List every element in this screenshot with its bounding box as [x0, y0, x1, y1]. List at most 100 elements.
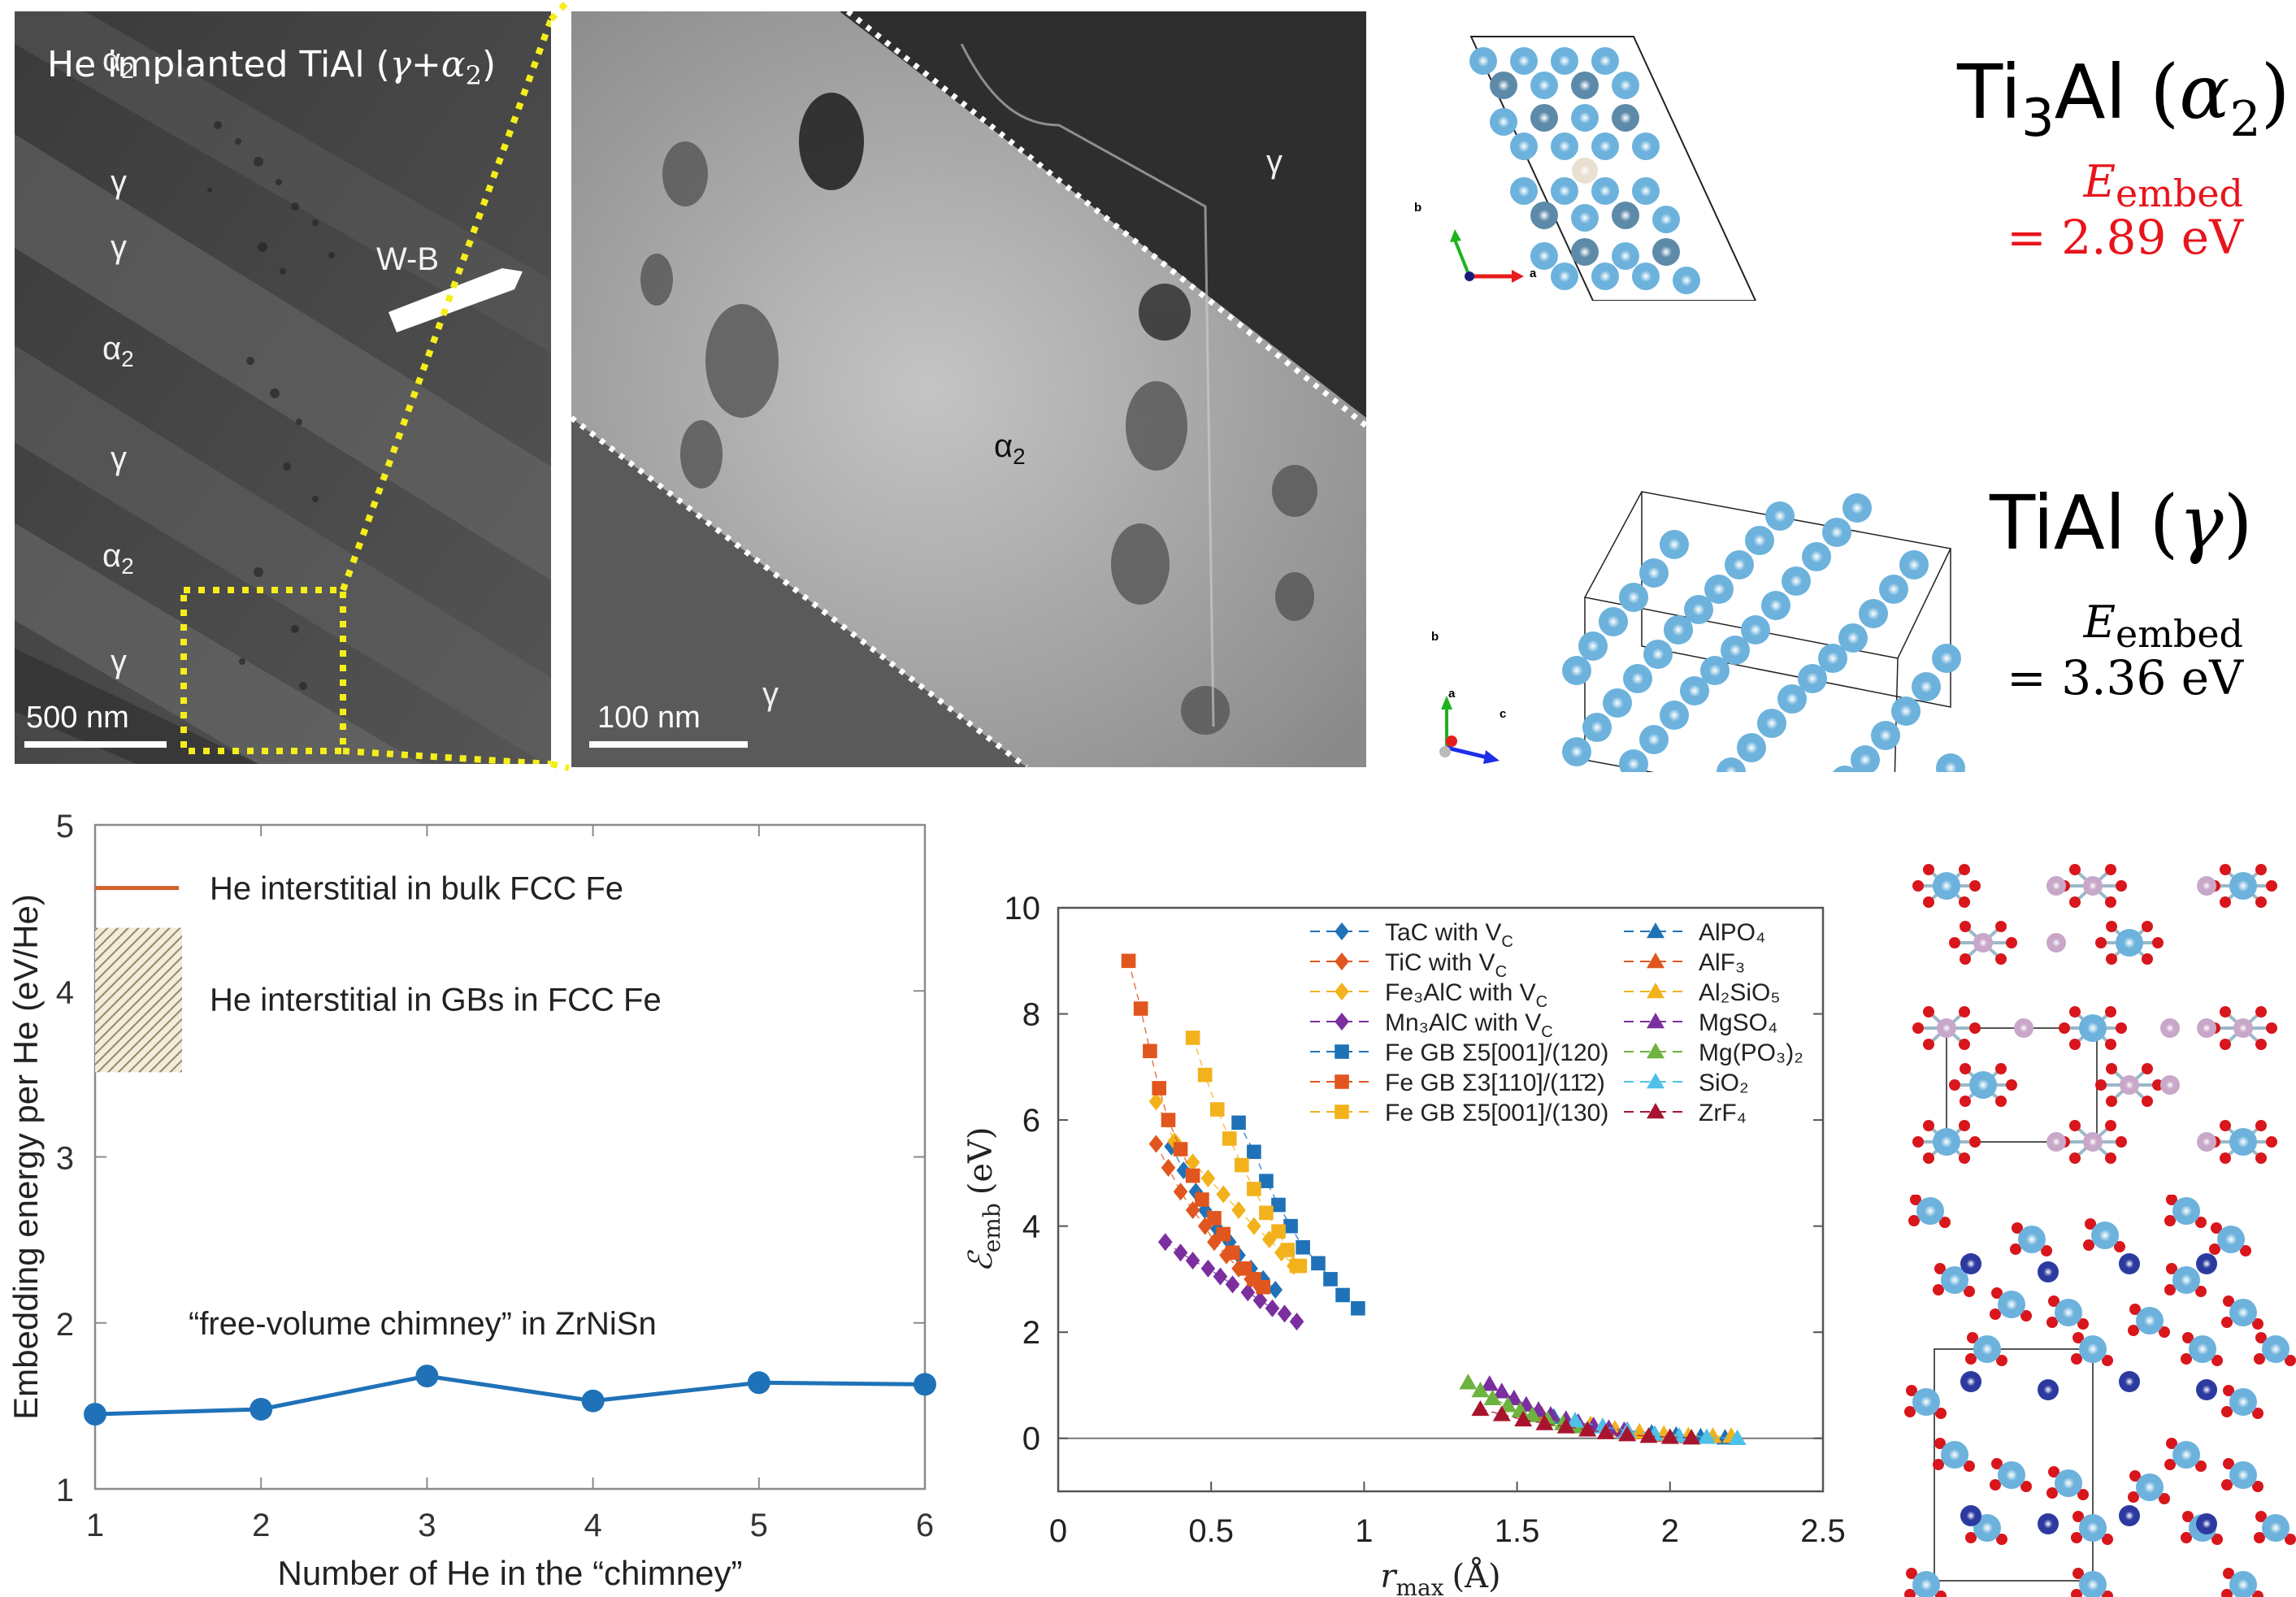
legend-label: AlF₃	[1699, 949, 1745, 976]
al-atom	[1912, 1388, 1940, 1416]
o-atom	[2159, 1493, 2170, 1504]
data-point-square	[1271, 1224, 1286, 1239]
data-point-diamond	[1335, 953, 1349, 970]
ti-atom	[1757, 709, 1786, 738]
o-atom	[2254, 1353, 2265, 1365]
p-atom	[2120, 1075, 2139, 1095]
o-atom	[1964, 1460, 1975, 1472]
legend-item: Fe₃AlC with VC	[1310, 979, 1547, 1011]
o-atom	[1949, 1079, 1960, 1091]
p-atom	[2197, 876, 2216, 896]
o-atom	[2059, 1022, 2070, 1034]
zoom-region-box	[180, 587, 346, 754]
legend-item: Fe GB Σ5[001]/(130)	[1310, 1100, 1608, 1126]
legend-label-main: MgSO₄	[1699, 1009, 1777, 1036]
data-point-triangle	[1578, 1421, 1597, 1437]
legend-item: AlPO₄	[1624, 919, 1765, 946]
legend-label: Mg(PO₃)₂	[1699, 1039, 1803, 1066]
o-atom	[2182, 1332, 2194, 1343]
data-point-square	[1235, 1157, 1249, 1173]
data-point-triangle	[1499, 1396, 1517, 1413]
phase-label-gamma: γ	[111, 440, 127, 476]
legend-label: Al₂SiO₅	[1699, 979, 1780, 1006]
y-tick-label: 8	[1022, 997, 1040, 1033]
o-atom	[2071, 1353, 2082, 1365]
o-atom	[1904, 1589, 1916, 1597]
data-point-triangle	[1483, 1389, 1502, 1406]
phase-label-alpha2: α2	[102, 42, 134, 83]
data-point-triangle	[1647, 1103, 1664, 1119]
tial-crystal-structure	[1439, 491, 1965, 772]
o-atom	[1965, 1353, 1977, 1365]
o-atom	[2116, 1136, 2127, 1148]
data-point-triangle	[1660, 1428, 1679, 1444]
data-point-triangle	[1523, 1406, 1542, 1422]
o-atom	[2071, 1589, 2082, 1597]
al-atom	[1998, 1461, 2025, 1489]
data-point-triangle	[1535, 1414, 1554, 1430]
data-point	[581, 1389, 605, 1413]
tem-overview-title: He implanted TiAl (γ+α2)	[47, 44, 497, 91]
o-atom	[1964, 1286, 1975, 1297]
o-atom	[2266, 1022, 2277, 1034]
data-point-triangle	[1639, 1427, 1658, 1443]
o-atom	[2255, 1006, 2267, 1018]
data-point-triangle	[1596, 1423, 1615, 1439]
data-point-triangle	[1647, 953, 1664, 969]
ti-atom	[1571, 238, 1599, 266]
o-atom	[2128, 1491, 2139, 1503]
o-atom	[2255, 896, 2267, 908]
o-atom	[1934, 1263, 1946, 1274]
data-point-square	[1271, 1197, 1286, 1213]
data-point-square	[1296, 1239, 1310, 1255]
data-point-triangle	[1728, 1429, 1747, 1445]
o-atom	[1933, 1459, 1944, 1470]
ti-atom	[1761, 591, 1790, 620]
o-atom	[1939, 1217, 1951, 1228]
o-atom	[2285, 1355, 2296, 1366]
data-point-triangle	[1647, 1043, 1664, 1059]
o-atom	[1959, 864, 1970, 875]
legend-label: Mn₃AlC with VC	[1385, 1009, 1553, 1041]
data-point-diamond	[1240, 1283, 1256, 1302]
mg-atom	[1933, 872, 1960, 900]
series-line	[1155, 1144, 1261, 1288]
legend-label-main: Mg(PO₃)₂	[1699, 1039, 1803, 1066]
o-atom	[1960, 1096, 1971, 1107]
data-point-square	[1335, 1287, 1350, 1303]
ti-atom	[1510, 177, 1538, 205]
o-atom	[1906, 1385, 1917, 1396]
data-point-square	[1152, 1081, 1167, 1096]
al-atom	[2172, 1266, 2200, 1294]
data-point-diamond	[1277, 1304, 1292, 1323]
data-point-triangle	[1647, 1013, 1664, 1029]
o-atom	[2072, 1511, 2084, 1522]
o-atom	[2252, 1590, 2263, 1597]
o-atom	[2105, 1039, 2116, 1050]
o-atom	[2266, 880, 2277, 892]
ti-atom	[1639, 558, 1669, 588]
o-atom	[2164, 1215, 2176, 1226]
y-tick-label: 2	[56, 1307, 74, 1343]
ti-atom	[1510, 132, 1538, 160]
x-tick-label: 1	[1355, 1513, 1373, 1549]
x-tick-label: 3	[418, 1508, 436, 1543]
p-atom	[1973, 933, 1993, 953]
tem-zoom-texture	[571, 11, 1366, 767]
phase-label-gamma: γ	[111, 644, 127, 679]
data-point-triangle	[1556, 1417, 1575, 1434]
ti-atom	[1673, 267, 1700, 294]
o-atom	[1959, 896, 1970, 908]
o-atom	[2221, 1317, 2233, 1328]
p-atom	[2160, 1075, 2180, 1095]
data-point-square	[1185, 1031, 1200, 1045]
o-atom	[2142, 953, 2153, 965]
mgpo3-crystal-structure	[1912, 864, 2277, 1164]
o-atom	[2221, 1589, 2233, 1597]
phase-label-alpha2: α2	[102, 331, 134, 371]
data-point-diamond	[1148, 1135, 1164, 1153]
o-atom	[2252, 1318, 2263, 1330]
al-atom	[1941, 1266, 1968, 1294]
y-axis-label: Embedding energy per He (eV/He)	[7, 894, 45, 1420]
data-point-triangle	[1647, 983, 1664, 999]
